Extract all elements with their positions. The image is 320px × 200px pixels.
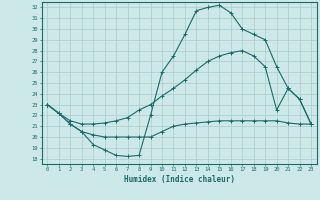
X-axis label: Humidex (Indice chaleur): Humidex (Indice chaleur) [124, 175, 235, 184]
